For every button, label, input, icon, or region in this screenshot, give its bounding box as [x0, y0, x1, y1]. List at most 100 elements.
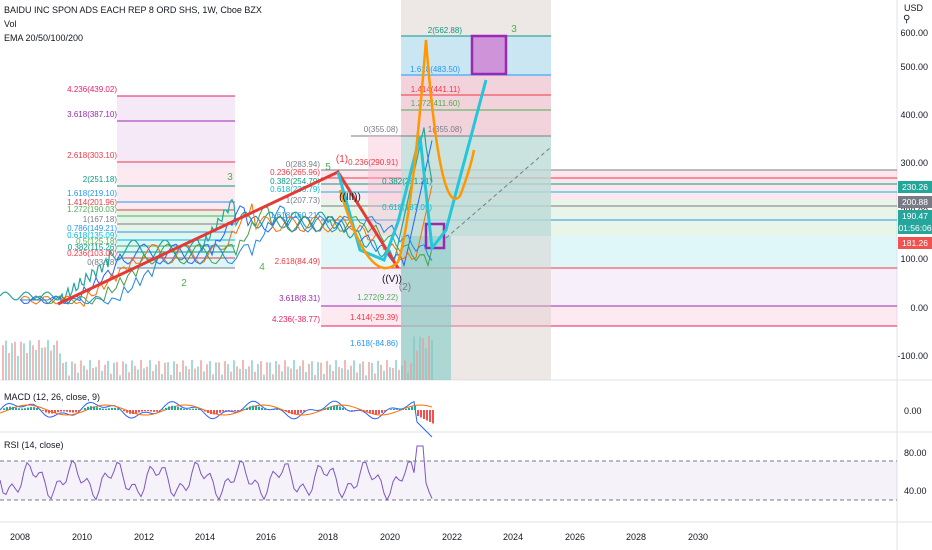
volume-bar — [125, 363, 127, 380]
volume-bar — [176, 363, 178, 380]
price-badges: 230.26 200.88 190.47 01:56:06 181.26 — [898, 181, 932, 249]
volume-bar — [290, 368, 292, 380]
wave-arc-orange[interactable] — [338, 39, 476, 270]
macd-histogram-bar — [222, 410, 224, 412]
dashed-trend[interactable] — [445, 147, 551, 239]
macd-histogram-bar — [258, 406, 260, 410]
volume-bar — [350, 365, 352, 380]
volume-bar — [89, 360, 91, 380]
macd-histogram-bar — [117, 408, 119, 410]
macd-histogram-bar — [180, 407, 182, 410]
macd-histogram-bar — [225, 410, 227, 411]
target-box[interactable] — [470, 34, 508, 76]
rsi-tick: 40.00 — [904, 486, 927, 496]
time-axis: 2008 2010 2012 2014 2016 2018 2020 2022 2024 2026… — [10, 532, 708, 542]
volume-bar — [362, 361, 364, 380]
volume-bar — [59, 353, 61, 380]
macd-histogram-bar — [36, 407, 38, 410]
fib-level-label: 0.618(236.79) — [270, 185, 320, 194]
volume-bar — [236, 366, 238, 380]
macd-histogram-bar — [6, 407, 8, 410]
wave-label: ((V)) — [382, 274, 402, 285]
volume-bar — [158, 360, 160, 380]
fib-level-label: 1.618(483.50) — [410, 65, 460, 74]
volume-bar — [164, 362, 166, 380]
macd-histogram-bar — [345, 409, 347, 410]
volume-bar — [128, 372, 130, 380]
volume-bar — [356, 372, 358, 380]
volume-bar — [386, 360, 388, 380]
macd-histogram-bar — [342, 407, 344, 410]
volume-bar — [317, 362, 319, 380]
macd-histogram-bar — [219, 410, 221, 413]
rsi-pane[interactable] — [0, 445, 897, 502]
fib-extension-left[interactable] — [117, 95, 235, 269]
volume-bar — [155, 364, 157, 380]
volume-bar — [287, 366, 289, 380]
fib-level-label: 2.618(303.10) — [67, 151, 117, 160]
volume-bar — [311, 361, 313, 380]
volume-bar — [341, 368, 343, 380]
macd-histogram-bar — [78, 410, 80, 412]
macd-histogram-bar — [147, 410, 149, 412]
volume-bar — [47, 340, 49, 380]
volume-bar — [314, 375, 316, 380]
macd-histogram-bar — [195, 408, 197, 410]
macd-histogram-bar — [129, 410, 131, 414]
volume-bar — [203, 371, 205, 380]
macd-pane[interactable] — [0, 400, 434, 438]
volume-bar — [131, 360, 133, 380]
currency-label: USD — [904, 3, 924, 13]
volume-bar — [56, 340, 58, 380]
macd-histogram-bar — [27, 407, 29, 410]
price-tick: 300.00 — [900, 158, 928, 168]
macd-histogram-bar — [372, 410, 374, 414]
volume-bar — [278, 364, 280, 380]
volume-bar — [269, 362, 271, 380]
macd-histogram-bar — [327, 407, 329, 410]
fib-level-label: 0.5(125.18) — [76, 237, 117, 246]
macd-histogram-bar — [216, 410, 218, 414]
fib-level-label: 2.618(84.49) — [275, 257, 321, 266]
macd-histogram-bar — [144, 410, 146, 412]
volume-bar — [26, 352, 28, 380]
volume-bar — [272, 374, 274, 380]
volume-bar — [137, 369, 139, 380]
macd-histogram-bar — [15, 407, 17, 410]
volume-bar — [281, 371, 283, 380]
macd-histogram-bar — [351, 410, 353, 411]
macd-histogram-bar — [135, 410, 137, 414]
fib-level-label: 0.786(149.21) — [67, 224, 117, 233]
volume-bar — [167, 362, 169, 380]
volume-bar — [218, 362, 220, 380]
macd-histogram-bar — [111, 407, 113, 410]
macd-histogram-bar — [291, 410, 293, 415]
volume-bar — [284, 360, 286, 380]
volume-bar — [140, 360, 142, 380]
macd-histogram-bar — [123, 410, 125, 412]
volume-bar — [365, 375, 367, 380]
price-badge — [898, 222, 932, 234]
volume-bar — [419, 336, 421, 380]
fib-level-label: 0.382(254.79) — [270, 177, 320, 186]
fib-level-label: 1(207.73) — [286, 196, 321, 205]
macd-histogram-bar — [210, 410, 212, 415]
volume-bar — [371, 362, 373, 380]
macd-histogram-bar — [12, 406, 14, 410]
macd-histogram-bar — [213, 410, 215, 415]
macd-histogram-bar — [303, 410, 305, 412]
volume-bar — [257, 364, 259, 380]
macd-histogram-bar — [204, 410, 206, 412]
fib-level-label: 1.272(190.03) — [67, 205, 117, 214]
price-tick: 400.00 — [900, 110, 928, 120]
macd-histogram-bar — [300, 410, 302, 413]
volume-bar — [395, 360, 397, 380]
price-tick: 0.00 — [910, 303, 928, 313]
correction-box[interactable] — [424, 222, 446, 250]
time-tick: 2014 — [195, 532, 215, 542]
fib-level-label: 1.272(9.22) — [357, 293, 398, 302]
search-icon[interactable]: ⚲ — [903, 14, 911, 25]
macd-histogram-bar — [75, 410, 77, 413]
volume-bar — [212, 374, 214, 380]
